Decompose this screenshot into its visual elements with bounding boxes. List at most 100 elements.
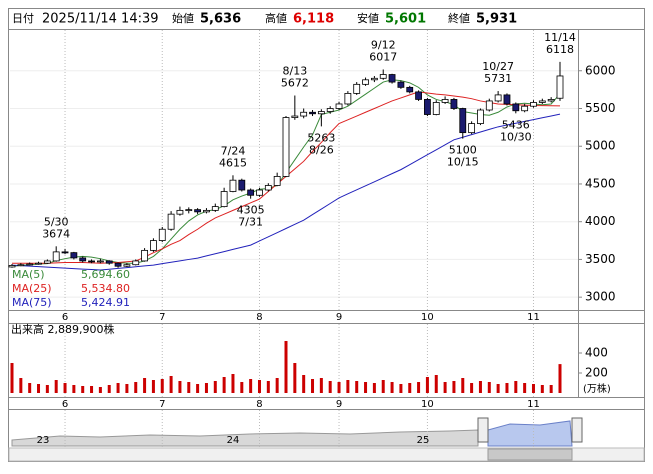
x-tick-label: 9: [336, 399, 342, 410]
candle-body: [70, 252, 78, 259]
candle-body: [35, 262, 42, 265]
volume-bar: [178, 381, 182, 393]
candle-body: [441, 99, 449, 103]
volume-bar: [311, 379, 315, 393]
volume-bar: [45, 385, 49, 393]
navigator-label: 25: [417, 435, 430, 446]
candle-body: [494, 94, 502, 102]
candle-body: [432, 102, 440, 115]
candle-body: [397, 81, 405, 88]
candle-body: [114, 262, 122, 267]
volume-bar: [478, 381, 482, 393]
volume-unit: (万株): [583, 382, 611, 395]
volume-bar: [151, 380, 155, 393]
legend-value: 5,534.80: [81, 282, 130, 295]
volume-bar: [470, 383, 474, 393]
volume-bar: [355, 381, 359, 393]
candle-body: [317, 111, 325, 115]
candle-body: [194, 209, 202, 213]
volume-bar: [249, 379, 253, 393]
volume-bar: [337, 382, 341, 393]
volume-bar: [63, 383, 67, 393]
candle-body: [17, 264, 25, 267]
volume-bar: [417, 382, 421, 393]
volume-bar: [107, 385, 111, 393]
annotation-value: 5436: [502, 118, 530, 131]
volume-bar: [302, 375, 306, 393]
annotation-value: 3674: [42, 227, 70, 240]
header-label: 高値: [265, 11, 287, 25]
volume-bar: [275, 378, 279, 393]
header-value: 2025/11/14 14:39: [42, 12, 159, 27]
volume-label: 出来高 2,889,900株: [11, 322, 114, 336]
candle-body: [424, 99, 431, 115]
candle-body: [291, 115, 299, 118]
candle-body: [88, 260, 95, 263]
candle-body: [141, 249, 148, 262]
navigator-selection: [487, 420, 573, 447]
volume-bar: [196, 384, 200, 393]
candle-body: [220, 191, 228, 208]
volume-bar: [328, 381, 332, 393]
candle-body: [43, 260, 51, 264]
annotation-date: 10/30: [500, 130, 532, 143]
candle-body: [8, 265, 16, 268]
navigator-label: 24: [227, 435, 240, 446]
volume-bar: [399, 384, 403, 393]
volume-bar: [266, 381, 270, 393]
volume-bar: [125, 384, 129, 393]
x-tick-label: 10: [421, 399, 434, 410]
candle-body: [52, 251, 60, 262]
volume-bar: [134, 382, 138, 393]
y-tick-label: 6000: [585, 63, 616, 77]
y-tick-label: 5000: [585, 139, 616, 153]
volume-bar: [213, 381, 217, 393]
scroll-thumb[interactable]: [487, 448, 573, 461]
x-tick-label: 6: [62, 312, 68, 323]
candle-body: [185, 209, 193, 212]
volume-bar: [231, 374, 235, 393]
candle-body: [406, 86, 414, 93]
candle-body: [370, 77, 378, 81]
annotation-value: 5672: [281, 77, 309, 90]
candle-body: [26, 263, 34, 266]
candle-body: [79, 257, 87, 262]
annotation-value: 6118: [546, 43, 574, 56]
volume-bar: [72, 385, 76, 393]
x-tick-label: 9: [336, 312, 342, 323]
x-tick-label: 10: [421, 312, 434, 323]
annotation-date: 8/13: [282, 65, 307, 78]
volume-bar: [381, 380, 385, 393]
volume-bar: [390, 382, 394, 393]
candle-body: [123, 264, 131, 267]
header-label: 始値: [172, 11, 194, 25]
volume-bar: [293, 363, 297, 393]
range-handle-right[interactable]: [571, 417, 583, 443]
candle-body: [176, 209, 184, 215]
x-tick-label: 11: [527, 312, 540, 323]
candle-body: [238, 179, 246, 191]
annotation-date: 10/27: [482, 60, 514, 73]
header-value: 6,118: [293, 12, 334, 27]
annotation-date: 8/26: [309, 143, 334, 156]
header-value: 5,601: [385, 12, 426, 27]
volume-bar: [98, 387, 102, 393]
candle-body: [150, 240, 157, 251]
candle-body: [538, 100, 546, 103]
annotation-value: 4305: [237, 204, 265, 217]
candle-body: [282, 117, 290, 177]
volume-bar: [187, 382, 191, 393]
header-label: 終値: [448, 11, 470, 25]
volume-bar: [364, 382, 368, 393]
x-tick-label: 7: [159, 312, 165, 323]
volume-bar: [81, 386, 85, 393]
annotation-value: 5731: [484, 72, 512, 85]
volume-bar: [28, 383, 32, 393]
volume-bar: [284, 341, 288, 393]
scrollbar[interactable]: [8, 447, 645, 462]
candle-body: [96, 260, 104, 263]
range-handle-left[interactable]: [477, 417, 489, 443]
volume-bar: [523, 383, 527, 393]
candle-body: [158, 228, 166, 241]
candle-body: [309, 111, 316, 115]
